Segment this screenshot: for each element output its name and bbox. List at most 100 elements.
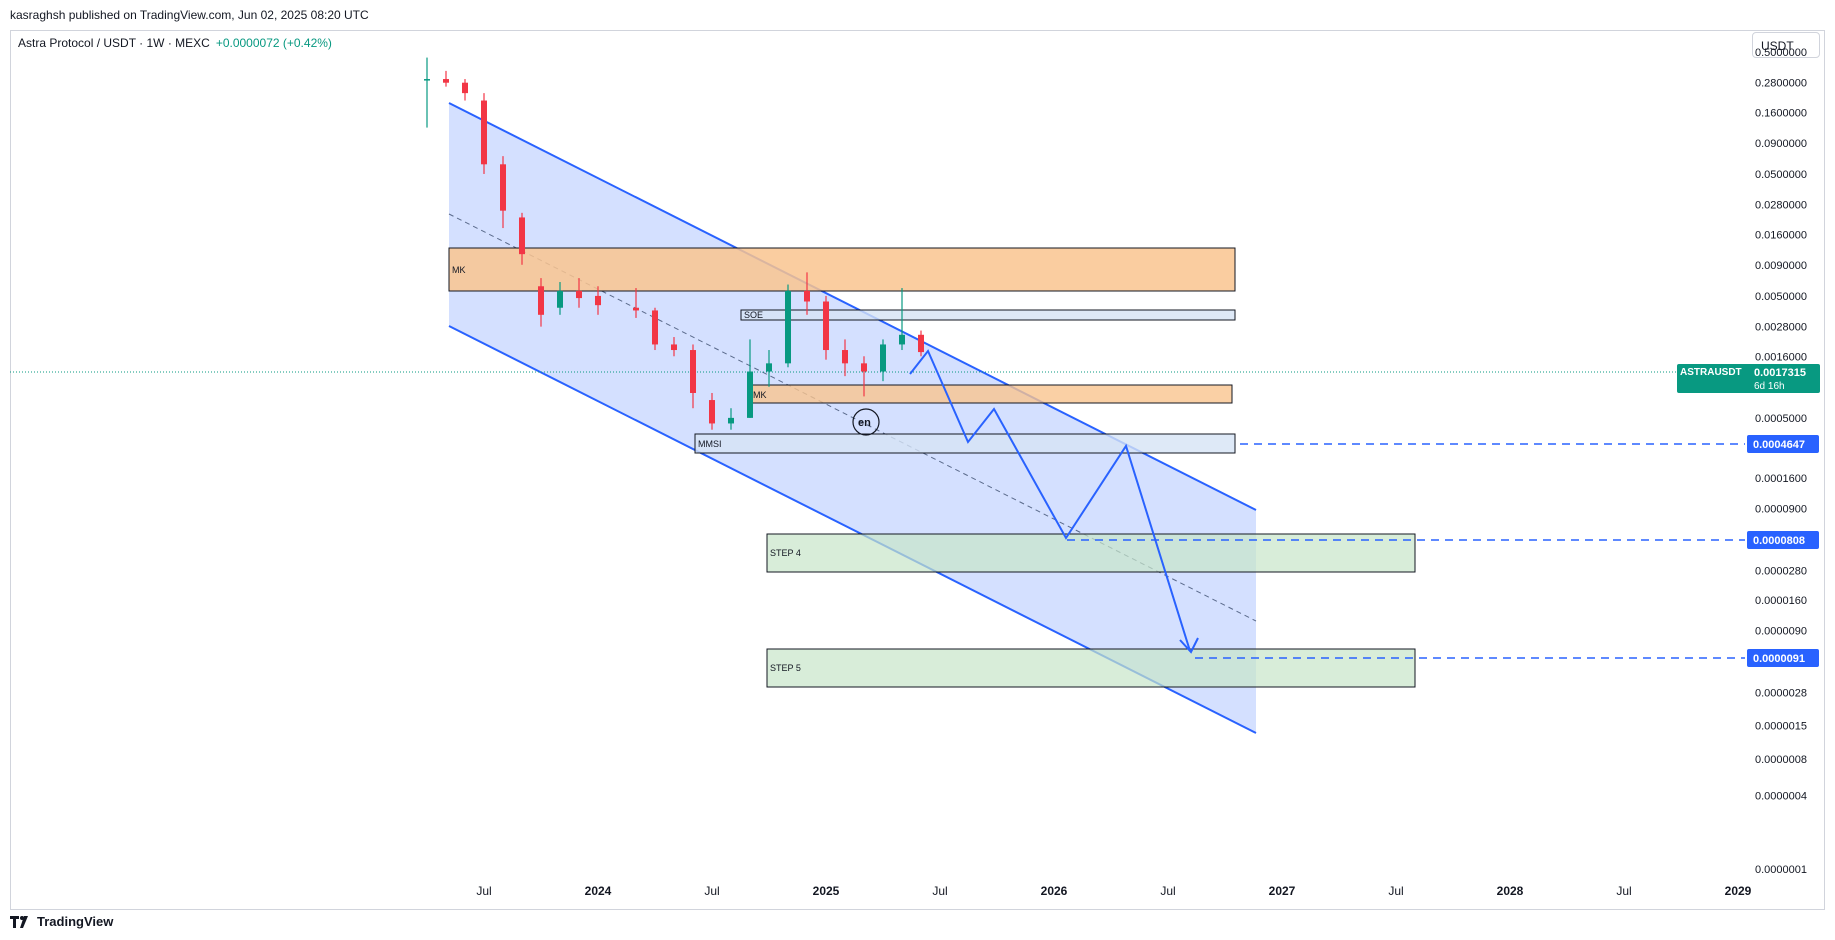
candlestick-series (424, 57, 924, 430)
spring-circle-marker[interactable] (852, 408, 880, 436)
time-tick-label: Jul (704, 884, 719, 898)
currency-unit-button[interactable]: USDT (1752, 32, 1820, 58)
mitigation-zone-label: MMSI (698, 439, 722, 449)
candle-down (481, 100, 487, 165)
candle-down (709, 400, 715, 424)
symbol-title: Astra Protocol / USDT · 1W · MEXC (18, 36, 210, 50)
candle-up (766, 363, 772, 372)
candle-down (576, 290, 582, 299)
candle-down (861, 363, 867, 372)
candle-down (652, 310, 658, 345)
time-tick-label: Jul (1616, 884, 1631, 898)
tradingview-logo-icon (10, 915, 28, 928)
soe-zone[interactable] (740, 309, 1236, 321)
bar-countdown: 6d 16h (1754, 381, 1785, 392)
candle-down (633, 307, 639, 311)
price-tick-label: 0.0005000 (1755, 413, 1807, 425)
spring-circle-label: en (858, 417, 871, 429)
time-tick-label: 2025 (813, 884, 840, 898)
price-tick-label: 0.0000900 (1755, 504, 1807, 516)
step4-label: STEP 4 (770, 548, 801, 558)
candle-down (443, 79, 449, 83)
chart-frame (10, 30, 1825, 910)
candle-up (747, 371, 753, 418)
price-tick-label: 0.0028000 (1755, 322, 1807, 334)
candle-up (899, 334, 905, 345)
soe-zone-label: SOE (744, 310, 763, 320)
price-tick-label: 0.0090000 (1755, 260, 1807, 272)
step4-zone[interactable] (766, 533, 1416, 573)
price-tick-label: 0.0050000 (1755, 291, 1807, 303)
time-tick-label: 2028 (1497, 884, 1524, 898)
price-tick-label: 0.0160000 (1755, 229, 1807, 241)
price-tick-label: 0.0000028 (1755, 688, 1807, 700)
candle-down (671, 344, 677, 351)
projection-arrowhead (1179, 637, 1199, 654)
time-tick-label: 2029 (1725, 884, 1752, 898)
price-tick-label: 0.0900000 (1755, 138, 1807, 150)
price-tick-label: 0.0000280 (1755, 566, 1807, 578)
mk-zone-upper[interactable] (448, 247, 1236, 292)
price-tick-label: 0.0000001 (1755, 864, 1807, 876)
candle-up (728, 417, 734, 424)
channel-median-line (448, 213, 1257, 622)
price-tick-label: 0.0016000 (1755, 351, 1807, 363)
price-tick-label: 0.2800000 (1755, 78, 1807, 90)
time-tick-label: Jul (932, 884, 947, 898)
time-tick-label: Jul (1160, 884, 1175, 898)
time-tick-label: 2024 (585, 884, 612, 898)
candle-down (500, 164, 506, 211)
last-price-tag: ASTRAUSDT (1677, 364, 1755, 393)
last-price-value-bg (1750, 364, 1820, 393)
price-tick-label: 0.0000090 (1755, 626, 1807, 638)
projection-path[interactable] (909, 349, 1191, 652)
candle-down (595, 295, 601, 306)
level-tag-3-bg (1747, 649, 1819, 667)
mk-zone-label: MK (452, 265, 466, 275)
price-tick-label: 0.0000004 (1755, 791, 1807, 803)
level-tag-3: 0.0000091 (1753, 653, 1805, 665)
price-tick-label: 0.0500000 (1755, 169, 1807, 181)
candle-down (690, 350, 696, 393)
footer-brand[interactable]: TradingView (10, 914, 113, 929)
step5-label: STEP 5 (770, 663, 801, 673)
time-axis: Jul 2024 Jul 2025 Jul 2026 Jul 2027 Jul 2028 Jul 20… (476, 884, 1751, 898)
price-tick-label: 0.0001600 (1755, 473, 1807, 485)
candle-up (785, 290, 791, 364)
symbol-legend: Astra Protocol / USDT · 1W · MEXC +0.0000… (18, 36, 332, 50)
candle-up (424, 79, 430, 81)
level-tag-2: 0.0000808 (1753, 535, 1805, 547)
step5-zone[interactable] (766, 648, 1416, 688)
candle-down (519, 217, 525, 255)
candle-down (462, 82, 468, 94)
price-tick-label: 0.1600000 (1755, 107, 1807, 119)
candle-down (823, 301, 829, 351)
price-change: +0.0000072 (+0.42%) (215, 36, 332, 50)
publisher-line: kasraghsh published on TradingView.com, … (10, 8, 369, 22)
mk-zone-lower-label: MK (753, 390, 767, 400)
level-tag-1: 0.0004647 (1753, 439, 1805, 451)
last-price-value: 0.0017315 (1754, 367, 1806, 379)
time-tick-label: 2026 (1041, 884, 1068, 898)
time-tick-label: 2027 (1269, 884, 1296, 898)
tradingview-brand-text: TradingView (37, 914, 114, 929)
last-price-symbol: ASTRAUSDT (1680, 367, 1742, 378)
candle-up (880, 344, 886, 372)
candle-down (804, 290, 810, 302)
candle-down (918, 334, 924, 353)
price-tick-label: 0.0000160 (1755, 595, 1807, 607)
price-tick-label: 0.0000008 (1755, 754, 1807, 766)
price-tick-label: 0.5000000 (1755, 47, 1807, 59)
time-tick-label: Jul (1388, 884, 1403, 898)
price-axis: 0.5000000 0.2800000 0.1600000 0.0900000 0.05… (1755, 47, 1807, 876)
mk-zone-lower[interactable] (749, 384, 1233, 404)
time-tick-label: Jul (476, 884, 491, 898)
candle-down (842, 350, 848, 364)
candle-up (557, 290, 563, 308)
price-tick-label: 0.0000015 (1755, 721, 1807, 733)
price-tick-label: 0.0280000 (1755, 200, 1807, 212)
candle-down (538, 286, 544, 315)
level-tag-1-bg (1747, 435, 1819, 453)
level-tag-2-bg (1747, 531, 1819, 549)
